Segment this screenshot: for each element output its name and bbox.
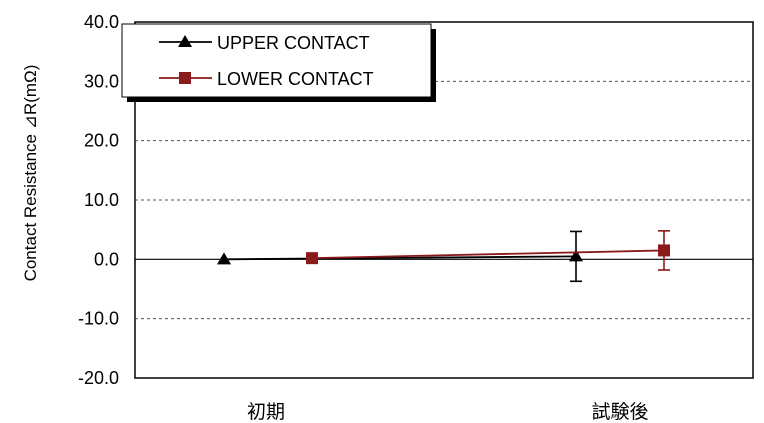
y-axis-title: Contact Resistance ⊿R(mΩ)	[21, 65, 40, 282]
legend-marker-triangle	[178, 35, 192, 47]
series-0	[217, 230, 583, 283]
legend-label: UPPER CONTACT	[217, 33, 370, 53]
data-point-triangle	[217, 252, 231, 265]
y-tick-label: 20.0	[84, 131, 119, 151]
legend-box	[121, 23, 432, 98]
y-tick-label: 40.0	[84, 12, 119, 32]
series-group	[217, 230, 670, 283]
legend-label: LOWER CONTACT	[217, 69, 374, 89]
series-line	[223, 255, 577, 261]
y-tick-label: 0.0	[94, 249, 119, 269]
y-tick-label: 10.0	[84, 190, 119, 210]
y-tick-label: -20.0	[78, 368, 119, 388]
legend-marker-square	[179, 72, 191, 84]
data-point-square	[306, 252, 318, 265]
legend: UPPER CONTACT LOWER CONTACT	[121, 23, 436, 102]
x-category-label: 試験後	[591, 401, 648, 423]
y-tick-labels: 40.0 30.0 20.0 10.0 0.0 -10.0 -20.0	[78, 12, 119, 388]
series-line	[311, 249, 665, 260]
x-category-labels: 初期 試験後	[247, 401, 649, 423]
series-1	[306, 230, 670, 271]
x-category-label: 初期	[247, 401, 285, 423]
y-tick-label: 30.0	[84, 71, 119, 91]
data-point-square	[658, 244, 670, 257]
data-point-triangle	[569, 249, 583, 262]
y-tick-label: -10.0	[78, 309, 119, 329]
